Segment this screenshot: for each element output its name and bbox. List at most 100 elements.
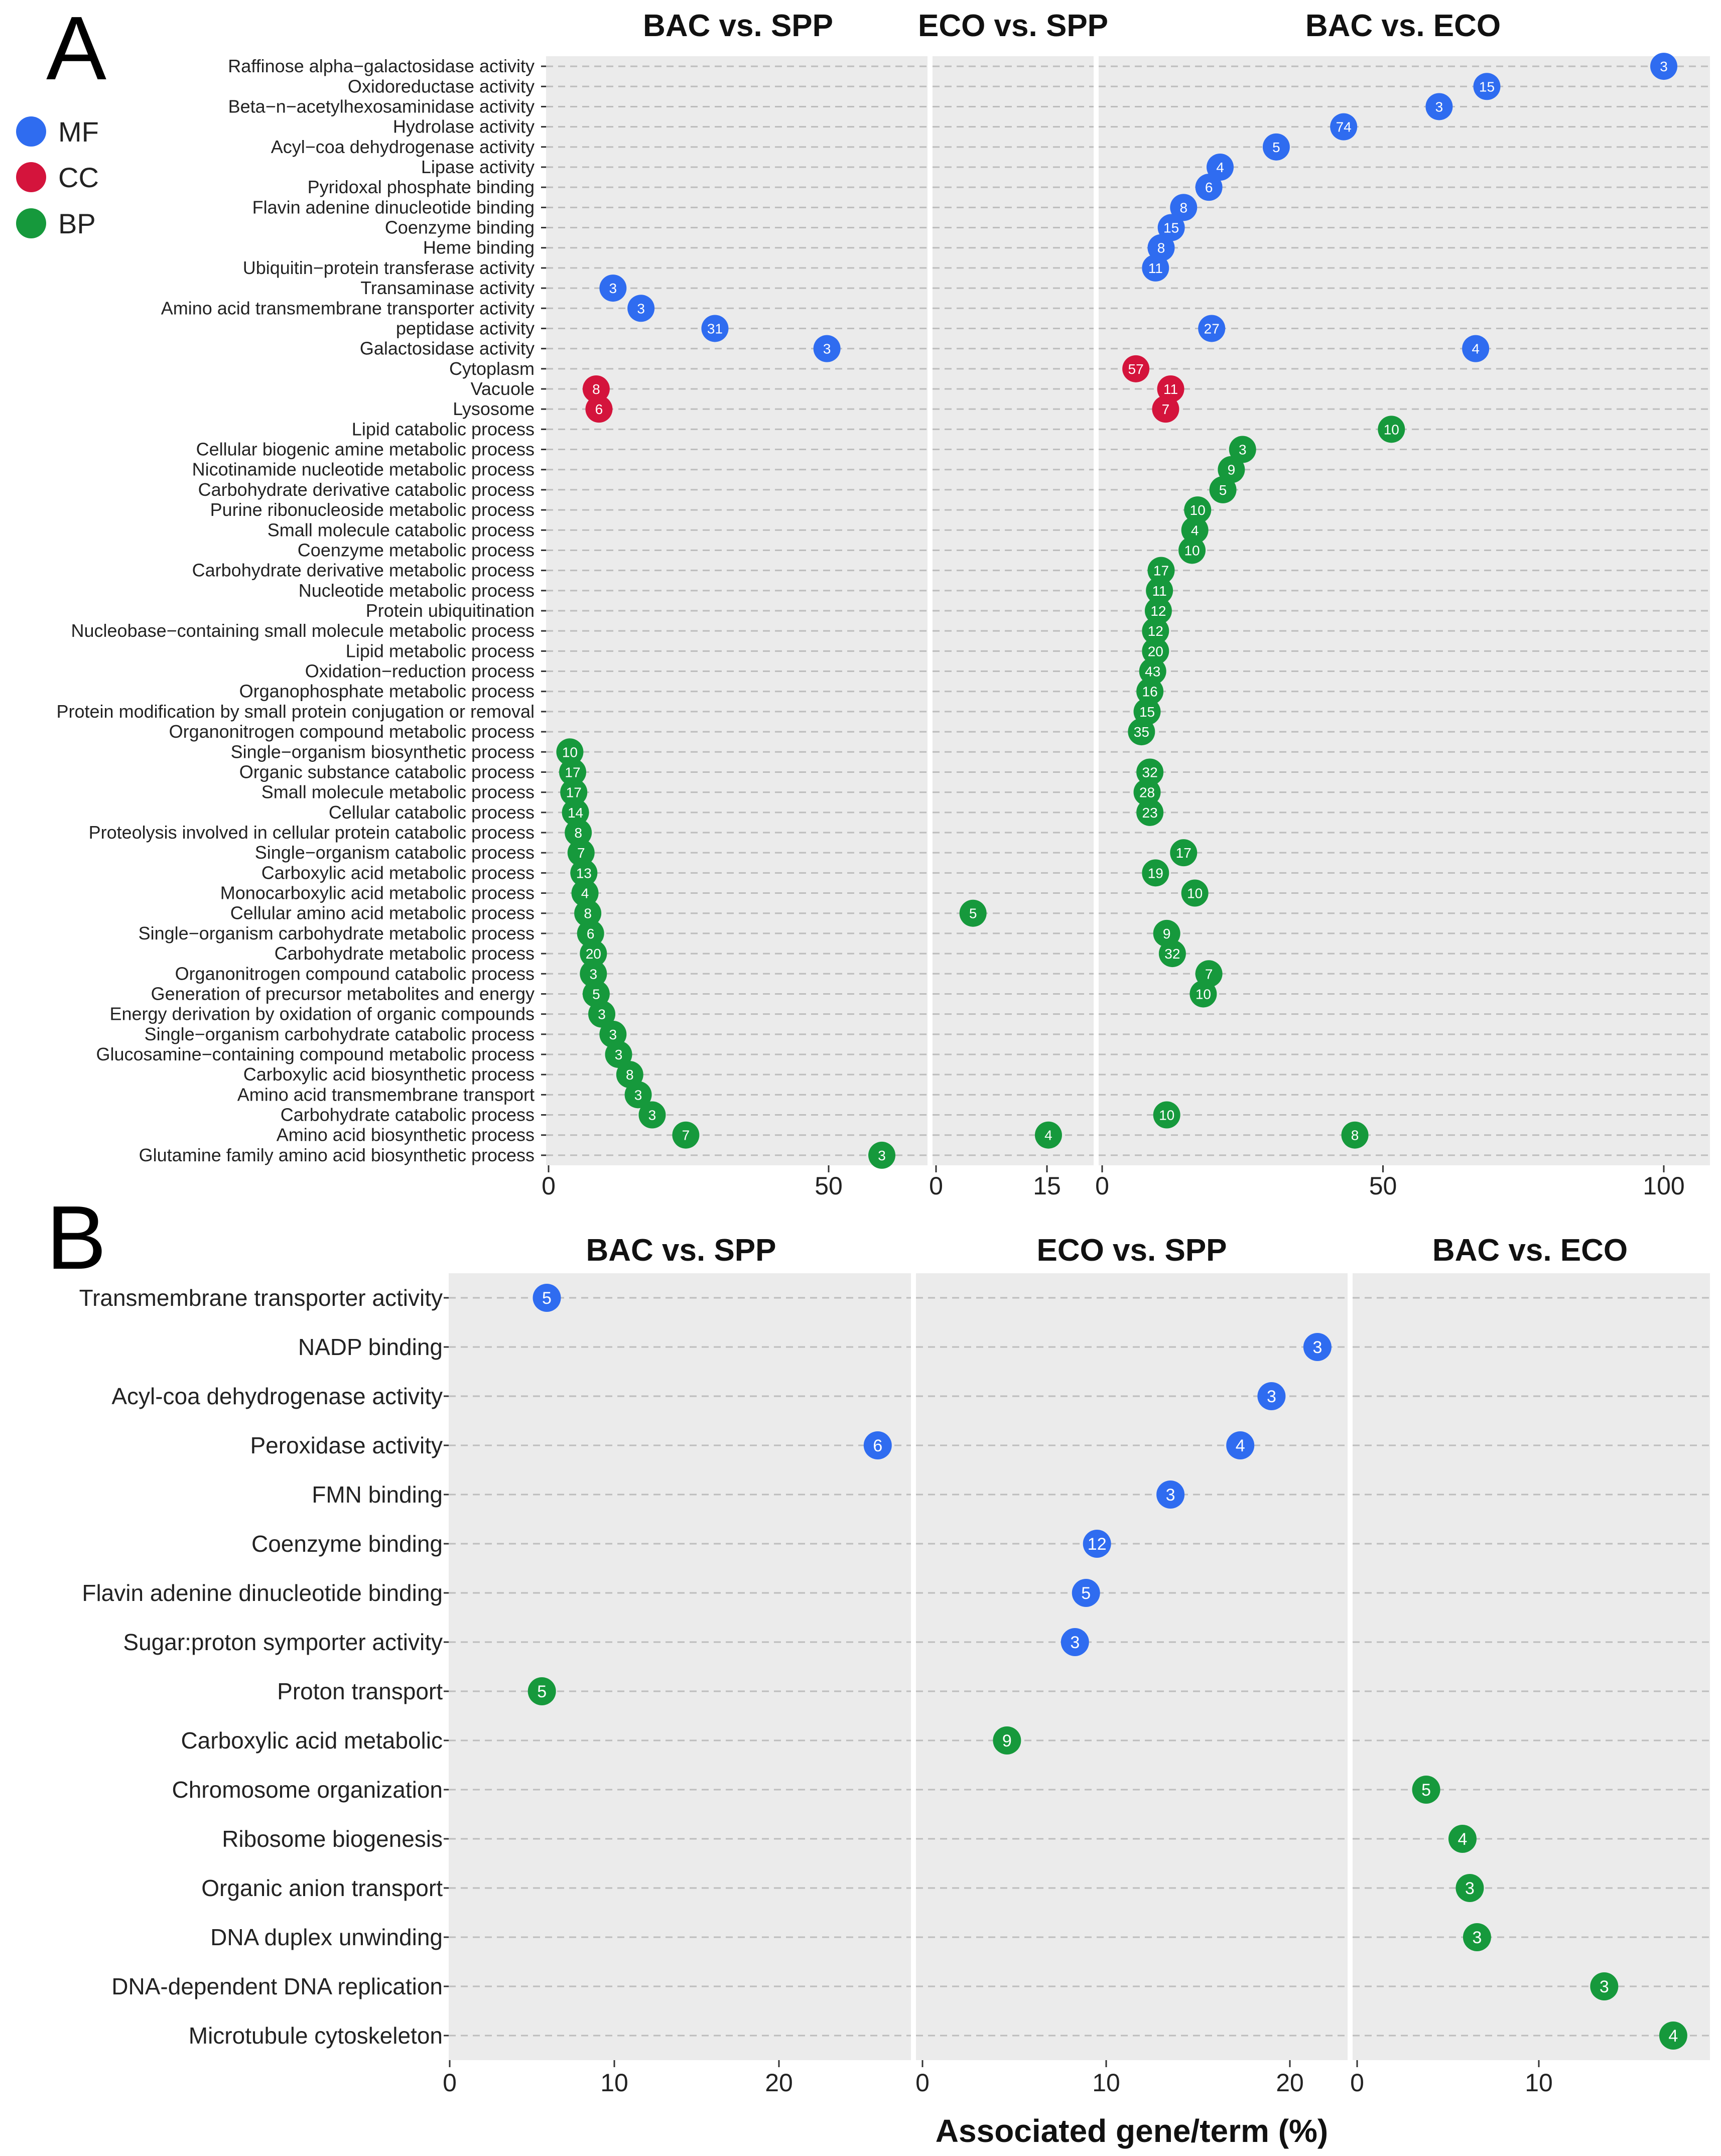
data-point [599, 275, 627, 302]
point-count-label: 5 [1219, 482, 1227, 498]
point-count-label: 5 [1081, 1584, 1091, 1603]
data-point [1195, 174, 1223, 201]
data-point [560, 778, 588, 806]
term-label: Amino acid biosynthetic process [277, 1125, 535, 1145]
data-point [1157, 214, 1185, 241]
panel-a-chart: BAC vs. SPP 0 50 ECO vs. SPP 0 15 BAC vs. ECO 0… [57, 9, 1710, 1200]
point-count-label: 3 [1435, 99, 1443, 114]
legend: MF CC BP [16, 116, 99, 239]
term-label: Vacuole [471, 378, 535, 399]
term-label: Single−organism carbohydrate catabolic p… [145, 1024, 535, 1044]
term-label: DNA duplex unwinding [210, 1924, 443, 1950]
term-label: Proton transport [277, 1678, 443, 1704]
term-label: Lipid metabolic process [346, 640, 535, 661]
term-label: Organic substance catabolic process [239, 761, 535, 782]
point-count-label: 10 [562, 744, 578, 760]
point-count-label: 74 [1336, 119, 1352, 135]
data-point [1152, 395, 1179, 423]
term-label: Hydrolase activity [393, 116, 535, 137]
point-count-label: 5 [537, 1682, 547, 1701]
point-count-label: 15 [1163, 220, 1179, 236]
term-label: Monocarboxylic acid metabolic process [220, 883, 535, 903]
data-point [580, 960, 607, 988]
term-label: Lipid catabolic process [352, 419, 535, 439]
point-count-label: 3 [648, 1108, 656, 1123]
term-label: Organonitrogen compound catabolic proces… [175, 963, 535, 984]
point-count-label: 3 [1660, 59, 1668, 74]
panel-a-letter: A [46, 0, 106, 99]
point-count-label: 20 [586, 946, 601, 962]
data-point [813, 335, 841, 362]
data-point [556, 738, 584, 766]
point-count-label: 9 [1228, 462, 1236, 478]
data-point [1072, 1579, 1100, 1607]
tick-label: 15 [1033, 1172, 1061, 1200]
point-count-label: 4 [1236, 1436, 1245, 1455]
point-count-label: 5 [1421, 1781, 1431, 1800]
point-count-label: 4 [1458, 1830, 1467, 1849]
data-point [1142, 859, 1169, 887]
point-count-label: 8 [1179, 200, 1187, 215]
point-count-label: 8 [1351, 1128, 1359, 1143]
facet-background-3 [1353, 1273, 1710, 2060]
legend-item-cc: CC [16, 162, 99, 193]
data-point [959, 899, 987, 927]
point-count-label: 5 [969, 906, 977, 921]
term-label: Chromosome organization [172, 1777, 443, 1803]
point-count-label: 3 [1472, 1928, 1482, 1947]
tick-label: 0 [443, 2069, 457, 2097]
data-point [1128, 718, 1155, 746]
term-label: Pyridoxal phosphate binding [308, 177, 535, 197]
data-point [1226, 1431, 1255, 1459]
data-point [1198, 315, 1226, 342]
point-count-label: 6 [873, 1436, 882, 1455]
data-point [627, 295, 655, 322]
point-count-label: 12 [1150, 603, 1166, 619]
point-count-label: 31 [707, 321, 723, 336]
data-point [1262, 133, 1290, 161]
point-count-label: 3 [823, 341, 831, 357]
tick-label: 0 [542, 1172, 556, 1200]
point-count-label: 3 [598, 1007, 606, 1022]
term-label: Raffinose alpha−galactosidase activity [228, 56, 535, 76]
point-count-label: 17 [1153, 563, 1169, 579]
term-label: Amino acid transmembrane transport [237, 1084, 535, 1105]
point-count-label: 3 [1239, 442, 1247, 458]
tick-label: 20 [765, 2069, 793, 2097]
point-count-label: 3 [609, 281, 617, 296]
point-count-label: 5 [542, 1289, 552, 1308]
term-label: Generation of precursor metabolites and … [151, 983, 535, 1004]
facet-title: BAC vs. ECO [1305, 9, 1501, 43]
tick-label: 10 [600, 2069, 628, 2097]
tick-label: 0 [929, 1172, 943, 1200]
point-count-label: 16 [1142, 684, 1158, 700]
legend-mf-swatch [16, 116, 46, 147]
point-count-label: 8 [592, 381, 600, 397]
data-point [1083, 1530, 1111, 1558]
point-count-label: 10 [1184, 543, 1200, 558]
term-label: Small molecule metabolic process [261, 782, 535, 802]
term-label: Coenzyme metabolic process [298, 540, 535, 560]
data-point [570, 859, 598, 887]
term-label: Single−organism catabolic process [255, 842, 535, 863]
point-count-label: 8 [626, 1067, 634, 1083]
point-count-label: 4 [1472, 341, 1480, 357]
facet-title: ECO vs. SPP [1036, 1233, 1227, 1268]
term-label: Proteolysis involved in cellular protein… [89, 822, 535, 843]
point-count-label: 3 [589, 966, 597, 982]
point-count-label: 43 [1145, 664, 1160, 680]
point-count-label: 7 [1205, 966, 1213, 982]
term-label: Nucleotide metabolic process [299, 580, 535, 601]
data-point [1412, 1776, 1440, 1804]
term-label: Nicotinamide nucleotide metabolic proces… [192, 459, 535, 480]
point-count-label: 9 [1002, 1731, 1012, 1750]
data-point [1659, 2022, 1687, 2050]
point-count-label: 5 [1272, 140, 1280, 155]
data-point [1206, 154, 1234, 181]
data-point [1455, 1874, 1484, 1902]
term-label: Purine ribonucleoside metabolic process [210, 499, 535, 520]
data-point [527, 1677, 556, 1705]
point-count-label: 32 [1164, 946, 1180, 962]
term-label: Single−organism biosynthetic process [231, 741, 535, 762]
term-label: Ubiquitin−protein transferase activity [243, 257, 535, 278]
